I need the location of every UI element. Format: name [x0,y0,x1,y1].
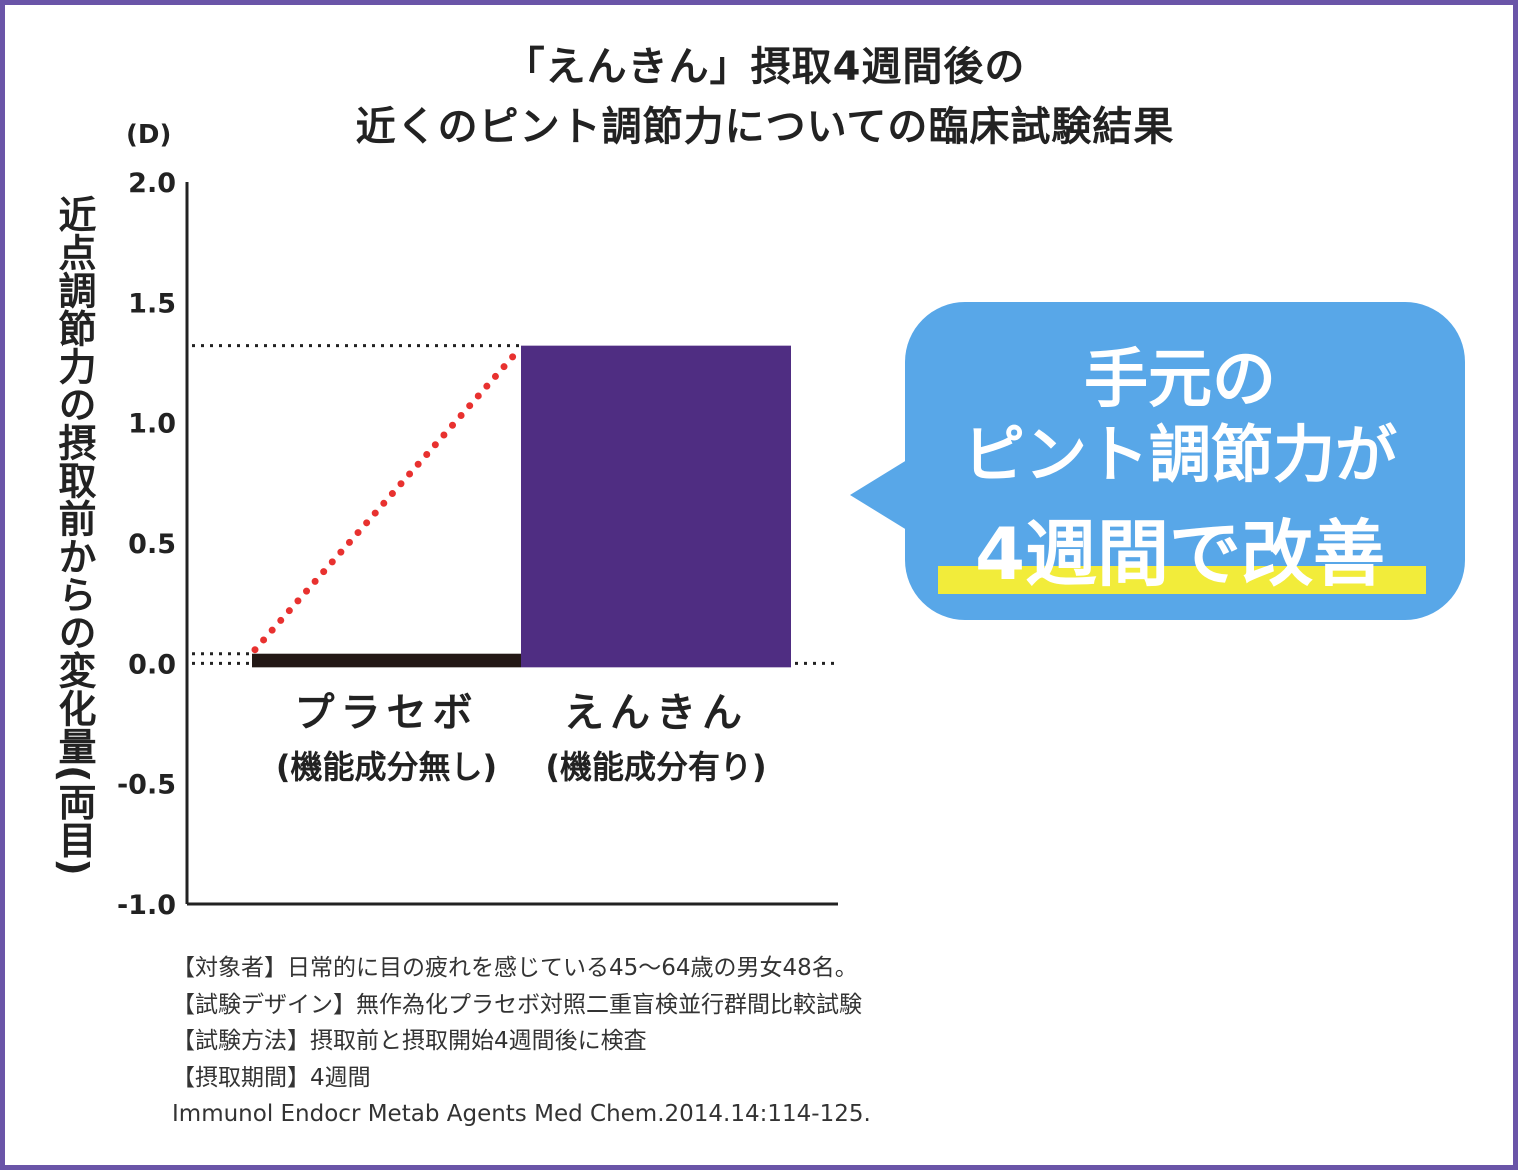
y-tick-label: 0.5 [128,529,176,560]
chart-axes [185,182,838,906]
bar-placebo [252,653,521,668]
note-method: 【試験方法】摂取前と摂取開始4週間後に検査 [172,1028,647,1054]
note-design: 【試験デザイン】無作為化プラセボ対照二重盲検並行群間比較試験 [172,991,862,1018]
y-tick-label: 1.5 [128,288,176,319]
callout-tail [850,455,915,535]
note-citation: Immunol Endocr Metab Agents Med Chem.201… [172,1101,871,1127]
callout-bubble [850,302,1465,620]
y-tick-label: 1.0 [128,409,176,440]
category-label: プラセボ [295,690,479,736]
callout-line-2: ピント調節力が [962,418,1397,491]
callout-highlight [938,566,1426,594]
chart-title-line-1: 「えんきん」摂取4週間後の [504,44,1026,90]
note-subjects: 【対象者】日常的に目の疲れを感じている45〜64歳の男女48名。 [172,955,858,981]
chart-title-line-2: 近くのピント調節力についての臨床試験結果 [355,104,1175,150]
callout-body [905,302,1465,620]
improvement-trend-line [251,346,523,654]
y-tick-label: 0.0 [128,649,176,680]
y-tick-label: -0.5 [117,770,176,801]
y-tick-labels: 2.0 1.5 1.0 0.5 0.0 -0.5 -1.0 [117,168,176,921]
bar-enkin [521,345,791,668]
callout-line-3: 4週間で改善 [974,512,1386,596]
category-label: えんきん [564,690,748,736]
category-labels: プラセボ (機能成分無し) えんきん (機能成分有り) [276,690,767,786]
study-notes: 【対象者】日常的に目の疲れを感じている45〜64歳の男女48名。 【試験デザイン… [172,950,871,1133]
y-tick-label: -1.0 [117,890,176,921]
y-axis-unit: (D) [126,120,172,150]
chart-marks [192,344,840,668]
y-axis-label: 近点調節力の摂取前からの変化量(両目) [52,195,96,876]
category-sublabel: (機能成分有り) [545,748,766,786]
note-period: 【摂取期間】4週間 [172,1064,371,1091]
category-sublabel: (機能成分無し) [276,748,497,786]
callout-line-1: 手元の [1084,343,1276,417]
y-tick-label: 2.0 [128,168,176,199]
